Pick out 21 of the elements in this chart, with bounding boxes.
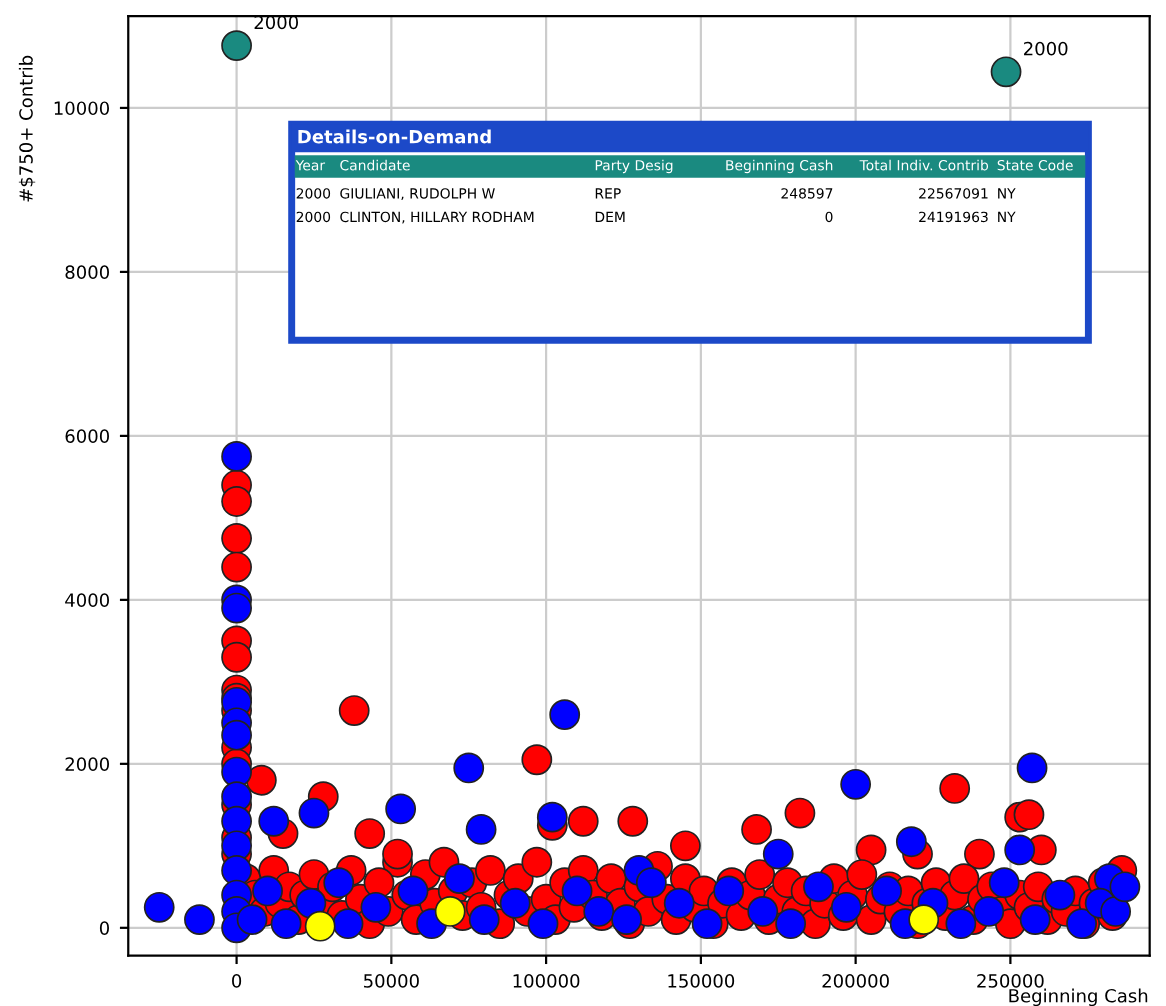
y-tick-label: 6000 xyxy=(65,429,109,443)
x-tick-label: 100000 xyxy=(513,974,580,988)
y-tick-label: 2000 xyxy=(65,757,109,771)
x-tick-label: 50000 xyxy=(364,974,419,988)
y-tick-label: 0 xyxy=(99,921,110,935)
x-tick-label: 150000 xyxy=(668,974,735,988)
x-tick-label: 200000 xyxy=(822,974,889,988)
y-tick-label: 4000 xyxy=(65,593,109,607)
point xyxy=(304,910,336,942)
x-axis-title: Beginning Cash xyxy=(1009,988,1148,1006)
point xyxy=(434,896,466,927)
point xyxy=(221,30,252,62)
y-tick-label: 10000 xyxy=(54,101,109,116)
annotation: 2000 xyxy=(1024,41,1068,56)
x-tick-label: 0 xyxy=(232,974,242,988)
y-tick-label: 8000 xyxy=(65,265,109,280)
annotation: Details-on-Demand xyxy=(298,129,491,144)
point xyxy=(908,904,940,936)
y-axis-title: #$750+ Contrib xyxy=(18,55,36,202)
point xyxy=(990,56,1022,88)
x-tick-label: 250000 xyxy=(977,974,1044,988)
